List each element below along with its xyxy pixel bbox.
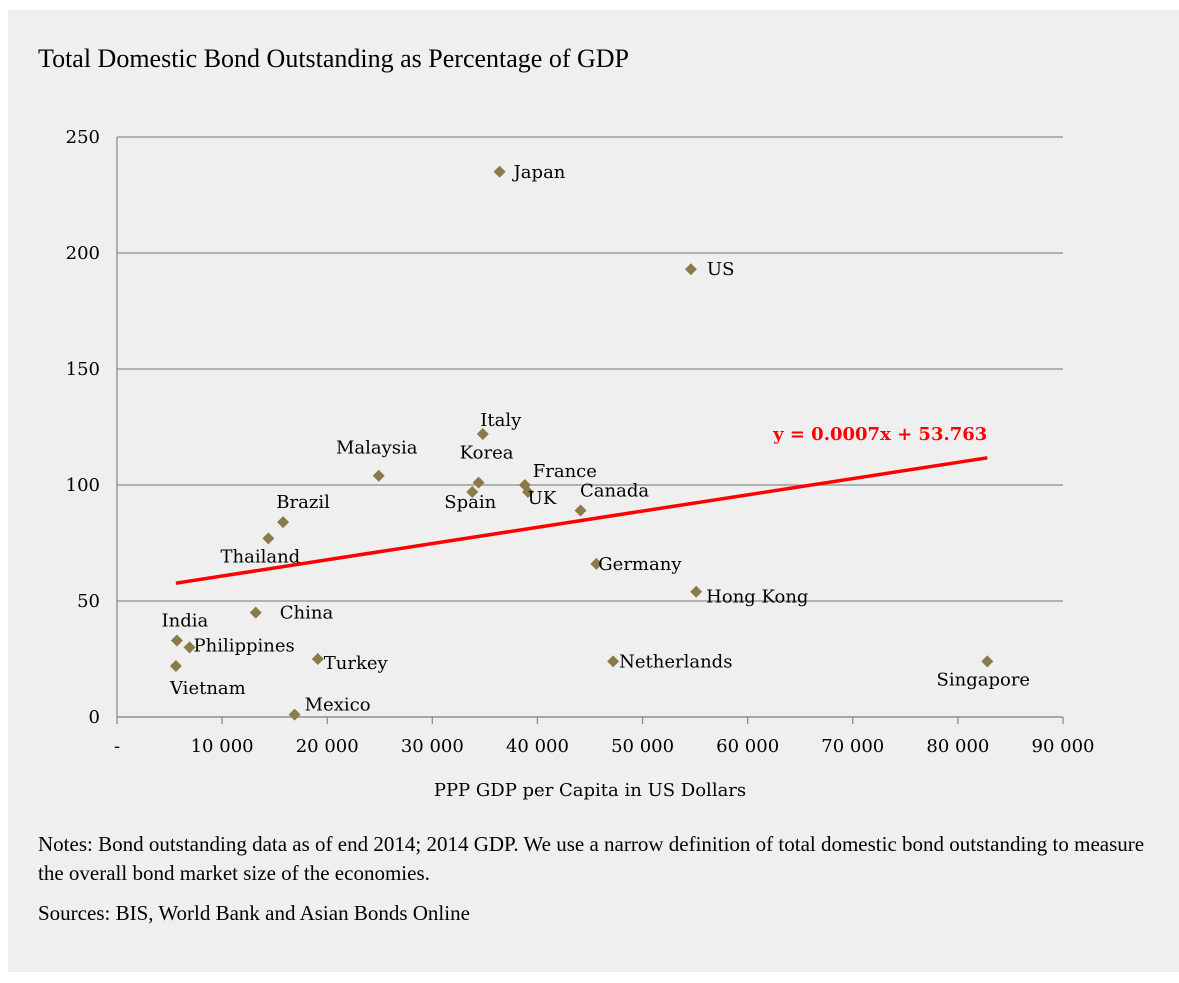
data-points xyxy=(169,165,994,721)
data-label: Thailand xyxy=(221,546,301,567)
data-label: Japan xyxy=(512,162,566,183)
data-point xyxy=(476,427,489,440)
x-tick-label: 30 000 xyxy=(401,736,464,757)
data-label: Spain xyxy=(444,492,496,513)
data-point xyxy=(288,708,301,721)
data-label: Vietnam xyxy=(169,678,246,699)
point-labels: Japan US Italy Malaysia Korea Spain France UK Ca… xyxy=(162,162,1031,716)
data-point xyxy=(521,485,534,498)
x-tick-labels: - 10 000 20 000 30 000 40 000 50 000 60 000 70 … xyxy=(114,736,1095,757)
data-label: Italy xyxy=(480,410,522,431)
y-tick-label: 200 xyxy=(66,243,100,264)
data-label: Malaysia xyxy=(336,438,418,459)
data-point xyxy=(590,557,603,570)
data-point xyxy=(493,165,506,178)
data-point xyxy=(607,655,620,668)
data-label: UK xyxy=(528,488,557,509)
x-tick-label: 50 000 xyxy=(611,736,674,757)
data-point xyxy=(311,653,324,665)
chart-panel xyxy=(8,10,1179,972)
data-point xyxy=(277,516,290,529)
data-point xyxy=(690,585,703,598)
sources-text: Sources: BIS, World Bank and Asian Bonds… xyxy=(38,901,470,925)
data-label: Netherlands xyxy=(619,651,732,672)
trendline-equation: y = 0.0007x + 53.763 xyxy=(772,424,987,445)
chart-title: Total Domestic Bond Outstanding as Perce… xyxy=(38,44,630,73)
data-label: Mexico xyxy=(305,695,371,716)
data-label: France xyxy=(533,461,597,482)
data-label: Turkey xyxy=(324,653,389,674)
x-tick-label: 60 000 xyxy=(716,736,779,757)
data-point xyxy=(169,659,182,672)
data-label: Germany xyxy=(598,554,682,575)
data-label: Canada xyxy=(580,481,649,502)
data-label: Hong Kong xyxy=(706,587,808,608)
y-tick-label: 100 xyxy=(66,475,100,496)
trendline xyxy=(175,456,988,585)
data-point xyxy=(472,476,485,489)
data-point xyxy=(183,641,196,654)
y-tick-label: 50 xyxy=(77,591,100,612)
y-tick-label: 0 xyxy=(89,707,100,728)
data-point xyxy=(262,532,275,545)
data-point xyxy=(249,606,262,619)
data-label: Korea xyxy=(460,443,514,464)
data-point xyxy=(372,469,385,482)
data-point xyxy=(574,504,587,517)
data-label: China xyxy=(280,603,334,624)
x-tick-label: - xyxy=(114,736,120,757)
x-tick-label: 90 000 xyxy=(1032,736,1095,757)
x-tick-label: 10 000 xyxy=(191,736,254,757)
data-point xyxy=(466,485,479,498)
y-tick-label: 250 xyxy=(66,127,100,148)
data-point xyxy=(170,634,183,647)
data-label: US xyxy=(707,259,735,280)
y-tick-labels: 0 50 100 150 200 250 xyxy=(66,127,100,728)
x-tick-label: 70 000 xyxy=(821,736,884,757)
axes xyxy=(116,137,1064,724)
x-tick-label: 20 000 xyxy=(296,736,359,757)
x-axis-label: PPP GDP per Capita in US Dollars xyxy=(434,780,746,801)
data-label: India xyxy=(162,610,209,631)
x-tick-label: 40 000 xyxy=(506,736,569,757)
x-tick-label: 80 000 xyxy=(926,736,989,757)
data-point xyxy=(684,263,697,276)
notes-text: Notes: Bond outstanding data as of end 2… xyxy=(38,832,1145,885)
data-label: Philippines xyxy=(194,635,295,656)
data-point xyxy=(981,655,994,668)
data-label: Brazil xyxy=(276,492,330,513)
trendline-group: y = 0.0007x + 53.763 xyxy=(175,424,988,585)
data-label: Singapore xyxy=(937,669,1031,690)
y-tick-label: 150 xyxy=(66,359,100,380)
